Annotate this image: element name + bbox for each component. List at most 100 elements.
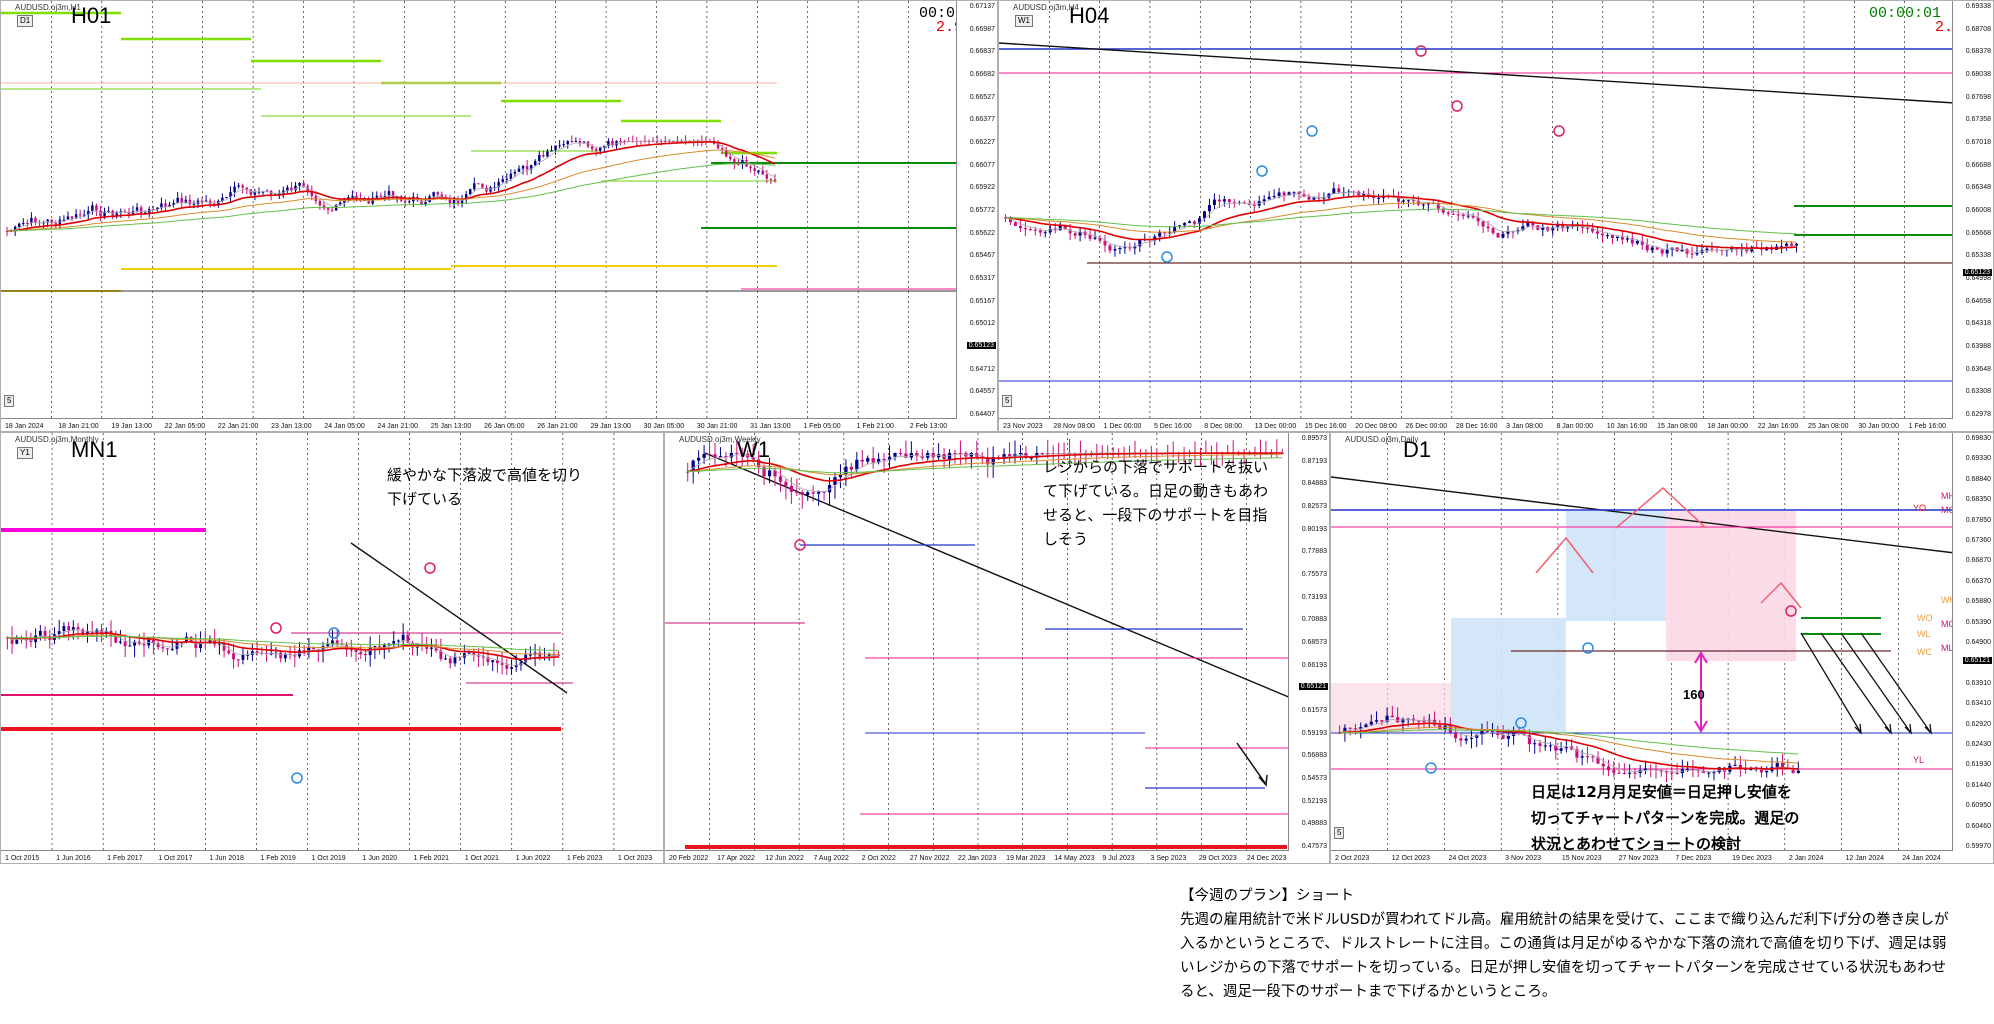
candle-body [307,647,311,651]
candle-body [359,652,363,655]
h1-timeframe-label: H01 [71,3,112,28]
candle-body [1625,238,1629,240]
price-tick-label: 0.63648 [1965,365,1991,373]
candle-body [827,485,832,493]
chart-panel-h1[interactable]: AUDUSD.oj3m,H1 H01 00:01 2.9 D1 5 0.6713… [0,0,998,432]
moving-average-line [1005,195,1797,250]
candle-body [1396,717,1400,723]
chart-panel-mn1[interactable]: AUDUSD.oj3m,Monthly MN1 Y1 緩やかな下落波で高値を切り… [0,432,664,864]
swing-marker [1161,251,1173,263]
candle-body [18,223,21,227]
candle-body [335,640,339,645]
chart-panel-d1[interactable]: MH YO MO WH WO MC WL ML WC YL AUDUSD.oj3m,Daily D… [1330,432,1994,864]
candle-body [1610,235,1614,239]
price-tick-label: 0.64658 [1965,297,1991,305]
candle-body [176,197,179,203]
candle-body [1471,215,1475,218]
price-tick-label: 0.64557 [969,388,995,396]
candle-body [255,651,259,653]
candle-body [866,458,870,462]
candle-body [1506,736,1510,739]
candle-body [1561,224,1565,229]
candle-body [66,216,70,220]
price-tick-label: 0.56883 [1301,752,1327,760]
candle-body [1710,248,1714,250]
candle-body [1033,229,1037,231]
h4-zoom-button[interactable]: 5 [1002,395,1013,407]
candle-body [241,185,244,188]
candle-body [1759,767,1764,773]
d1-zoom-button[interactable]: 5 [1334,827,1345,839]
candle-body [1496,233,1500,238]
candle-body [672,141,675,142]
projection-arrow [1236,742,1266,784]
time-tick-label: 1 Feb 2019 [260,855,296,862]
candle-body [1390,715,1394,718]
price-tick-label: 0.68038 [1965,71,1991,78]
candle-body [1267,196,1271,200]
candle-body [1028,229,1032,231]
candle-body [1446,212,1450,214]
moving-average-line [687,457,1283,474]
candle-body [1118,247,1122,250]
time-tick-label: 10 Jan 16:00 [1606,423,1648,430]
candle-body [1705,248,1709,251]
candle-body [245,187,248,190]
candle-body [615,141,618,146]
candle-body [13,226,17,232]
candle-body [70,216,74,219]
projection-arrowhead [1854,723,1862,735]
time-tick-label: 19 Jan 13:00 [111,423,152,430]
time-tick-label: 28 Nov 08:00 [1053,423,1095,430]
time-tick-label: 22 Jan 21:00 [217,423,259,430]
candle-body [1024,453,1028,458]
h1-zoom-button[interactable]: 5 [4,395,15,407]
candle-body [119,211,123,213]
candle-body [250,651,254,655]
candle-body [373,646,377,648]
price-tick-label: 0.66682 [969,71,995,78]
candle-body [57,631,61,635]
h1-price-axis: 0.67137 0.66987 0.66837 0.66682 0.66527 0.663… [956,1,997,431]
level-tag: MO [1941,505,1956,515]
candle-body [1272,196,1276,198]
candle-body [1680,249,1684,252]
candle-body [778,476,783,482]
time-tick-label: 1 Oct 2019 [311,855,346,862]
price-tick-label: 0.89573 [1301,435,1327,442]
candle-body [444,658,447,660]
price-tick-label: 0.75573 [1301,571,1327,578]
candle-body [321,646,325,651]
candle-body [1421,204,1425,206]
candle-body [1362,194,1366,196]
price-tick-label: 0.65467 [969,252,995,260]
price-tick-label: 0.65922 [969,184,995,192]
mn1-period-button[interactable]: Y1 [17,447,33,459]
moving-average-line [1339,729,1799,755]
candle-body [684,141,687,142]
candle-body [50,219,53,224]
candle-body [1660,249,1664,254]
chart-panel-w1[interactable]: AUDUSD.oj3m,Weekly W1 レジからの下落でサポートを抜い て下… [664,432,1330,864]
price-tick-label: 0.73193 [1301,593,1327,601]
candle-body [1178,225,1182,227]
h4-period-button[interactable]: W1 [1015,15,1033,27]
candle-body [745,160,748,167]
candle-body [688,141,691,142]
h1-period-button[interactable]: D1 [17,15,34,27]
candle-body [1645,244,1649,251]
candle-body [510,667,513,669]
candle-body [10,637,14,644]
w1-time-axis: 20 Feb 2022 17 Apr 2022 12 Jun 2022 7 Aug 2… [665,850,1289,863]
candle-body [1543,745,1547,747]
candle-body [1765,770,1769,773]
candle-body [664,141,667,142]
level-tag: WO [1917,613,1933,623]
candle-body [62,219,66,221]
candle-body [318,201,322,206]
candle-body [114,635,118,643]
candle-body [86,631,89,634]
candle-body [222,643,226,651]
chart-panel-h4[interactable]: AUDUSD.oj3m,H4 H04 00:00:01 2.9 W1 5 0.6… [998,0,1994,432]
candle-body [1496,729,1500,735]
